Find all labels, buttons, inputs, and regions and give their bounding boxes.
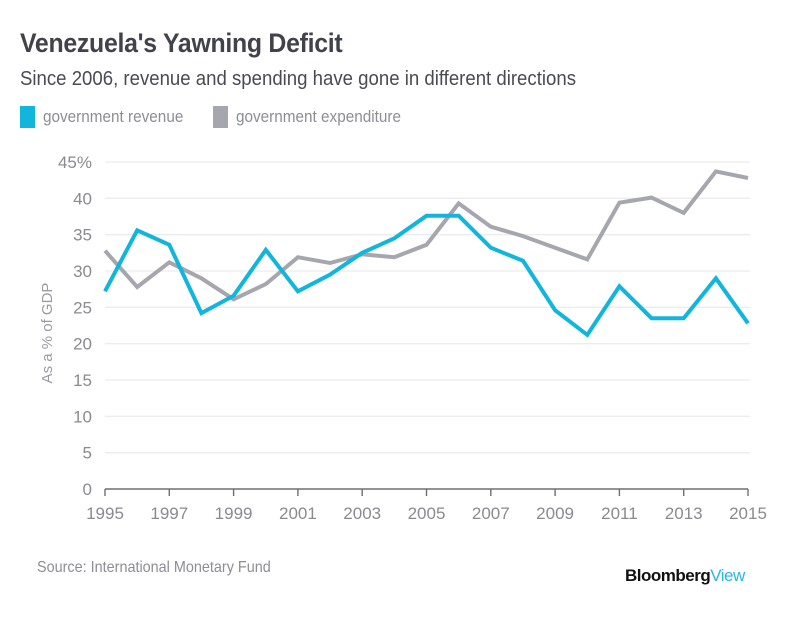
- y-tick-label: 5: [83, 444, 92, 463]
- x-tick-label: 2015: [729, 504, 767, 523]
- x-tick-label: 2009: [536, 504, 574, 523]
- x-tick-label: 1997: [150, 504, 188, 523]
- chart-title: Venezuela's Yawning Deficit: [20, 28, 343, 58]
- x-tick-label: 2001: [279, 504, 317, 523]
- legend-item-expenditure: government expenditure: [212, 106, 405, 128]
- y-tick-label: 25: [73, 298, 92, 317]
- source-note: Source: International Monetary Fund: [37, 559, 271, 576]
- y-tick-label: 20: [73, 335, 92, 354]
- gridlines: [105, 161, 750, 454]
- series-line-revenue: [103, 213, 750, 338]
- x-tick-label: 1999: [215, 504, 253, 523]
- x-tick-label: 2003: [343, 504, 381, 523]
- x-tick-label: 2007: [472, 504, 510, 523]
- y-tick-label: 30: [73, 262, 92, 281]
- y-tick-label: 35: [73, 226, 92, 245]
- x-axis: 1995 1997 1999 2001 2003 2005 2007 2009 2011 2013…: [86, 488, 767, 523]
- x-tick-label: 2011: [601, 504, 638, 523]
- series-line-expenditure: [103, 169, 749, 302]
- brand-logo-main: Bloomberg: [625, 566, 711, 585]
- series-lines: [103, 169, 750, 338]
- x-tick-label: 1995: [86, 504, 124, 523]
- x-tick-label: 2013: [665, 504, 703, 523]
- brand-logo-accent: View: [710, 566, 745, 585]
- legend-swatch-revenue: [20, 106, 35, 128]
- brand-logo: BloombergView: [625, 566, 745, 586]
- x-tick-label: 2005: [408, 504, 446, 523]
- y-axis-ticks: 0 5 10 15 20 25 30 35 40 45%: [58, 153, 92, 499]
- y-tick-label: 0: [83, 480, 92, 499]
- legend-item-revenue: government revenue: [20, 106, 185, 128]
- y-tick-label: 40: [73, 189, 92, 208]
- y-tick-label: 45%: [58, 153, 92, 172]
- y-tick-label: 15: [73, 371, 92, 390]
- y-tick-label: 10: [73, 407, 92, 426]
- chart-subtitle: Since 2006, revenue and spending have go…: [20, 68, 576, 90]
- legend-label-revenue: government revenue: [43, 107, 184, 126]
- legend-swatch-expenditure: [212, 106, 228, 128]
- legend: government revenue government expenditur…: [20, 106, 433, 128]
- legend-label-expenditure: government expenditure: [235, 107, 401, 126]
- y-axis-label: As a % of GDP: [39, 283, 56, 384]
